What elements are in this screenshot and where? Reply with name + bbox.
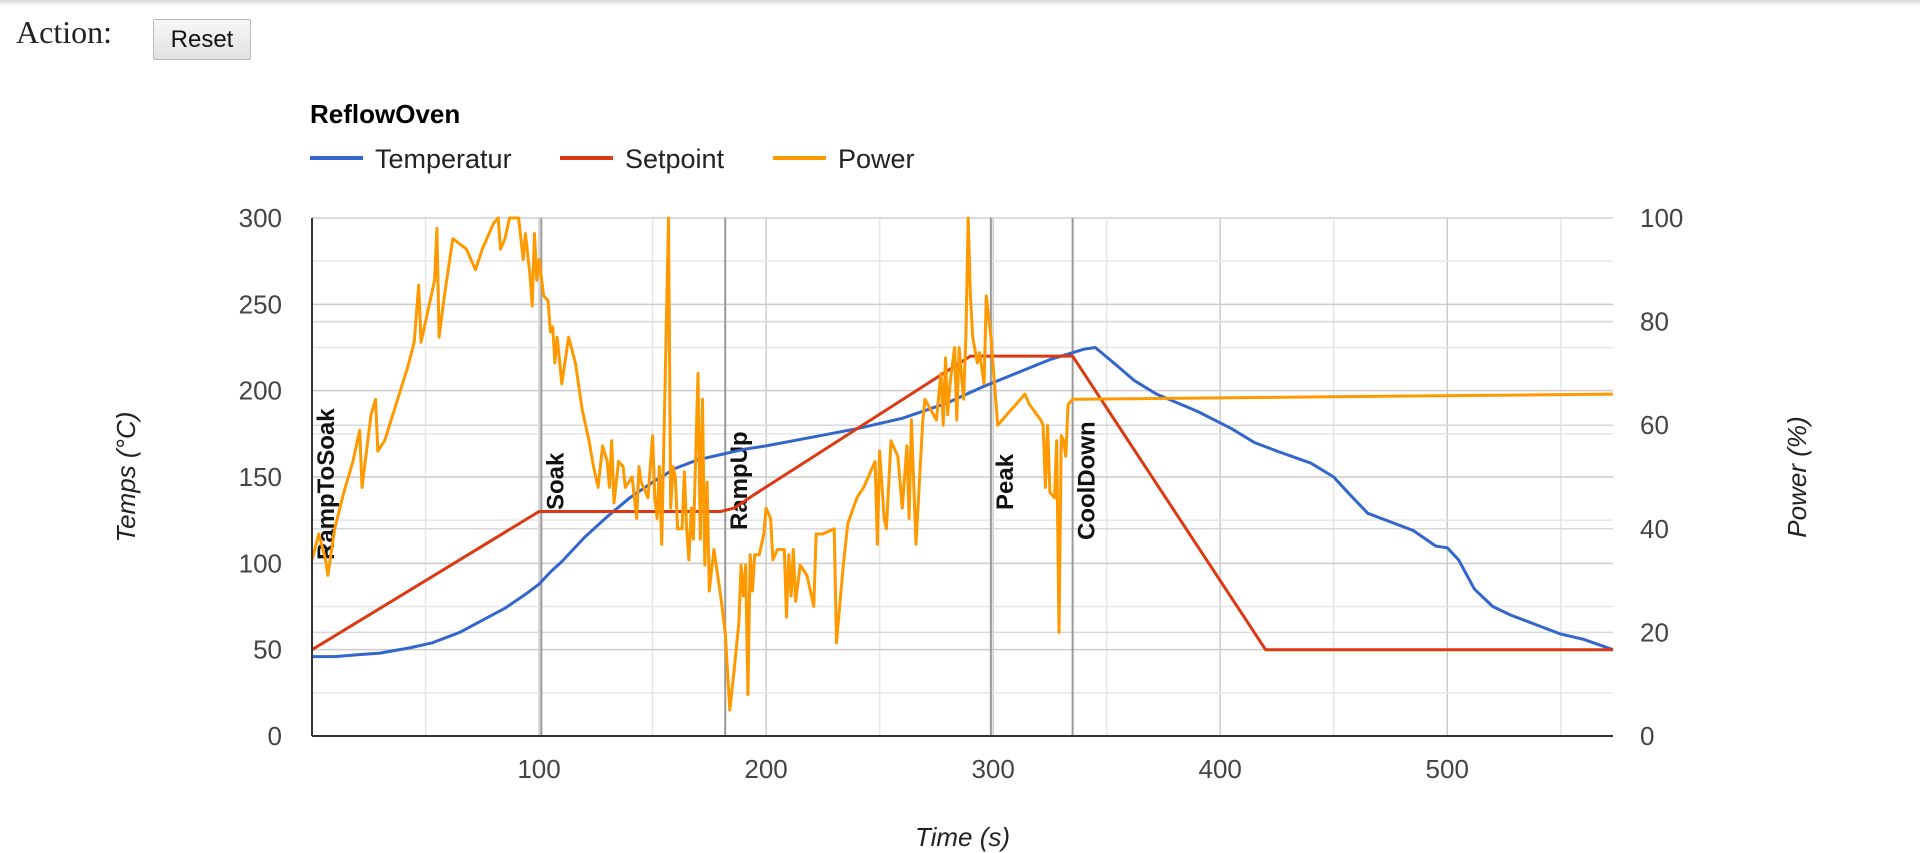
legend-label-power: Power — [838, 144, 915, 174]
annotation-label: RampUp — [726, 431, 753, 530]
y2-tick-label: 20 — [1640, 617, 1669, 647]
axes: 100 200 300 400 500 0 50 100 150 200 250 300 0 20 40 60… — [111, 203, 1812, 852]
legend: Temperatur Setpoint Power — [310, 144, 915, 174]
y2-axis-title: Power (%) — [1782, 416, 1812, 537]
top-shadow — [0, 0, 1920, 6]
y2-tick-label: 80 — [1640, 307, 1669, 337]
series-line-setpoint — [311, 354, 1613, 652]
legend-label-temperatur: Temperatur — [375, 144, 512, 174]
y2-tick-label: 40 — [1640, 514, 1669, 544]
grid — [312, 217, 1613, 736]
y-tick-label: 300 — [239, 203, 282, 233]
annotation-label: Peak — [992, 453, 1019, 510]
y-tick-label: 200 — [239, 376, 282, 406]
y2-tick-label: 60 — [1640, 410, 1669, 440]
x-tick-label: 300 — [971, 754, 1014, 784]
legend-label-setpoint: Setpoint — [625, 144, 725, 174]
x-axis-title: Time (s) — [915, 822, 1010, 852]
y2-tick-label: 0 — [1640, 721, 1654, 751]
x-tick-label: 500 — [1426, 754, 1469, 784]
y-tick-label: 100 — [239, 548, 282, 578]
x-tick-label: 400 — [1199, 754, 1242, 784]
x-tick-label: 100 — [517, 754, 560, 784]
y-axis-title: Temps (°C) — [111, 412, 141, 543]
y-tick-label: 250 — [239, 289, 282, 319]
series-line-power — [310, 216, 1614, 712]
y-tick-label: 0 — [268, 721, 282, 751]
action-label: Action: — [16, 14, 112, 50]
reset-button[interactable]: Reset — [153, 19, 251, 60]
x-tick-label: 200 — [744, 754, 787, 784]
y-tick-label: 150 — [239, 462, 282, 492]
y2-tick-label: 100 — [1640, 203, 1683, 233]
series-line-temperatur — [312, 346, 1614, 659]
annotation-label: Soak — [542, 452, 569, 510]
annotation-label: CoolDown — [1074, 421, 1101, 540]
y-tick-label: 50 — [253, 635, 282, 665]
chart-title: ReflowOven — [310, 99, 460, 129]
series — [310, 216, 1614, 712]
